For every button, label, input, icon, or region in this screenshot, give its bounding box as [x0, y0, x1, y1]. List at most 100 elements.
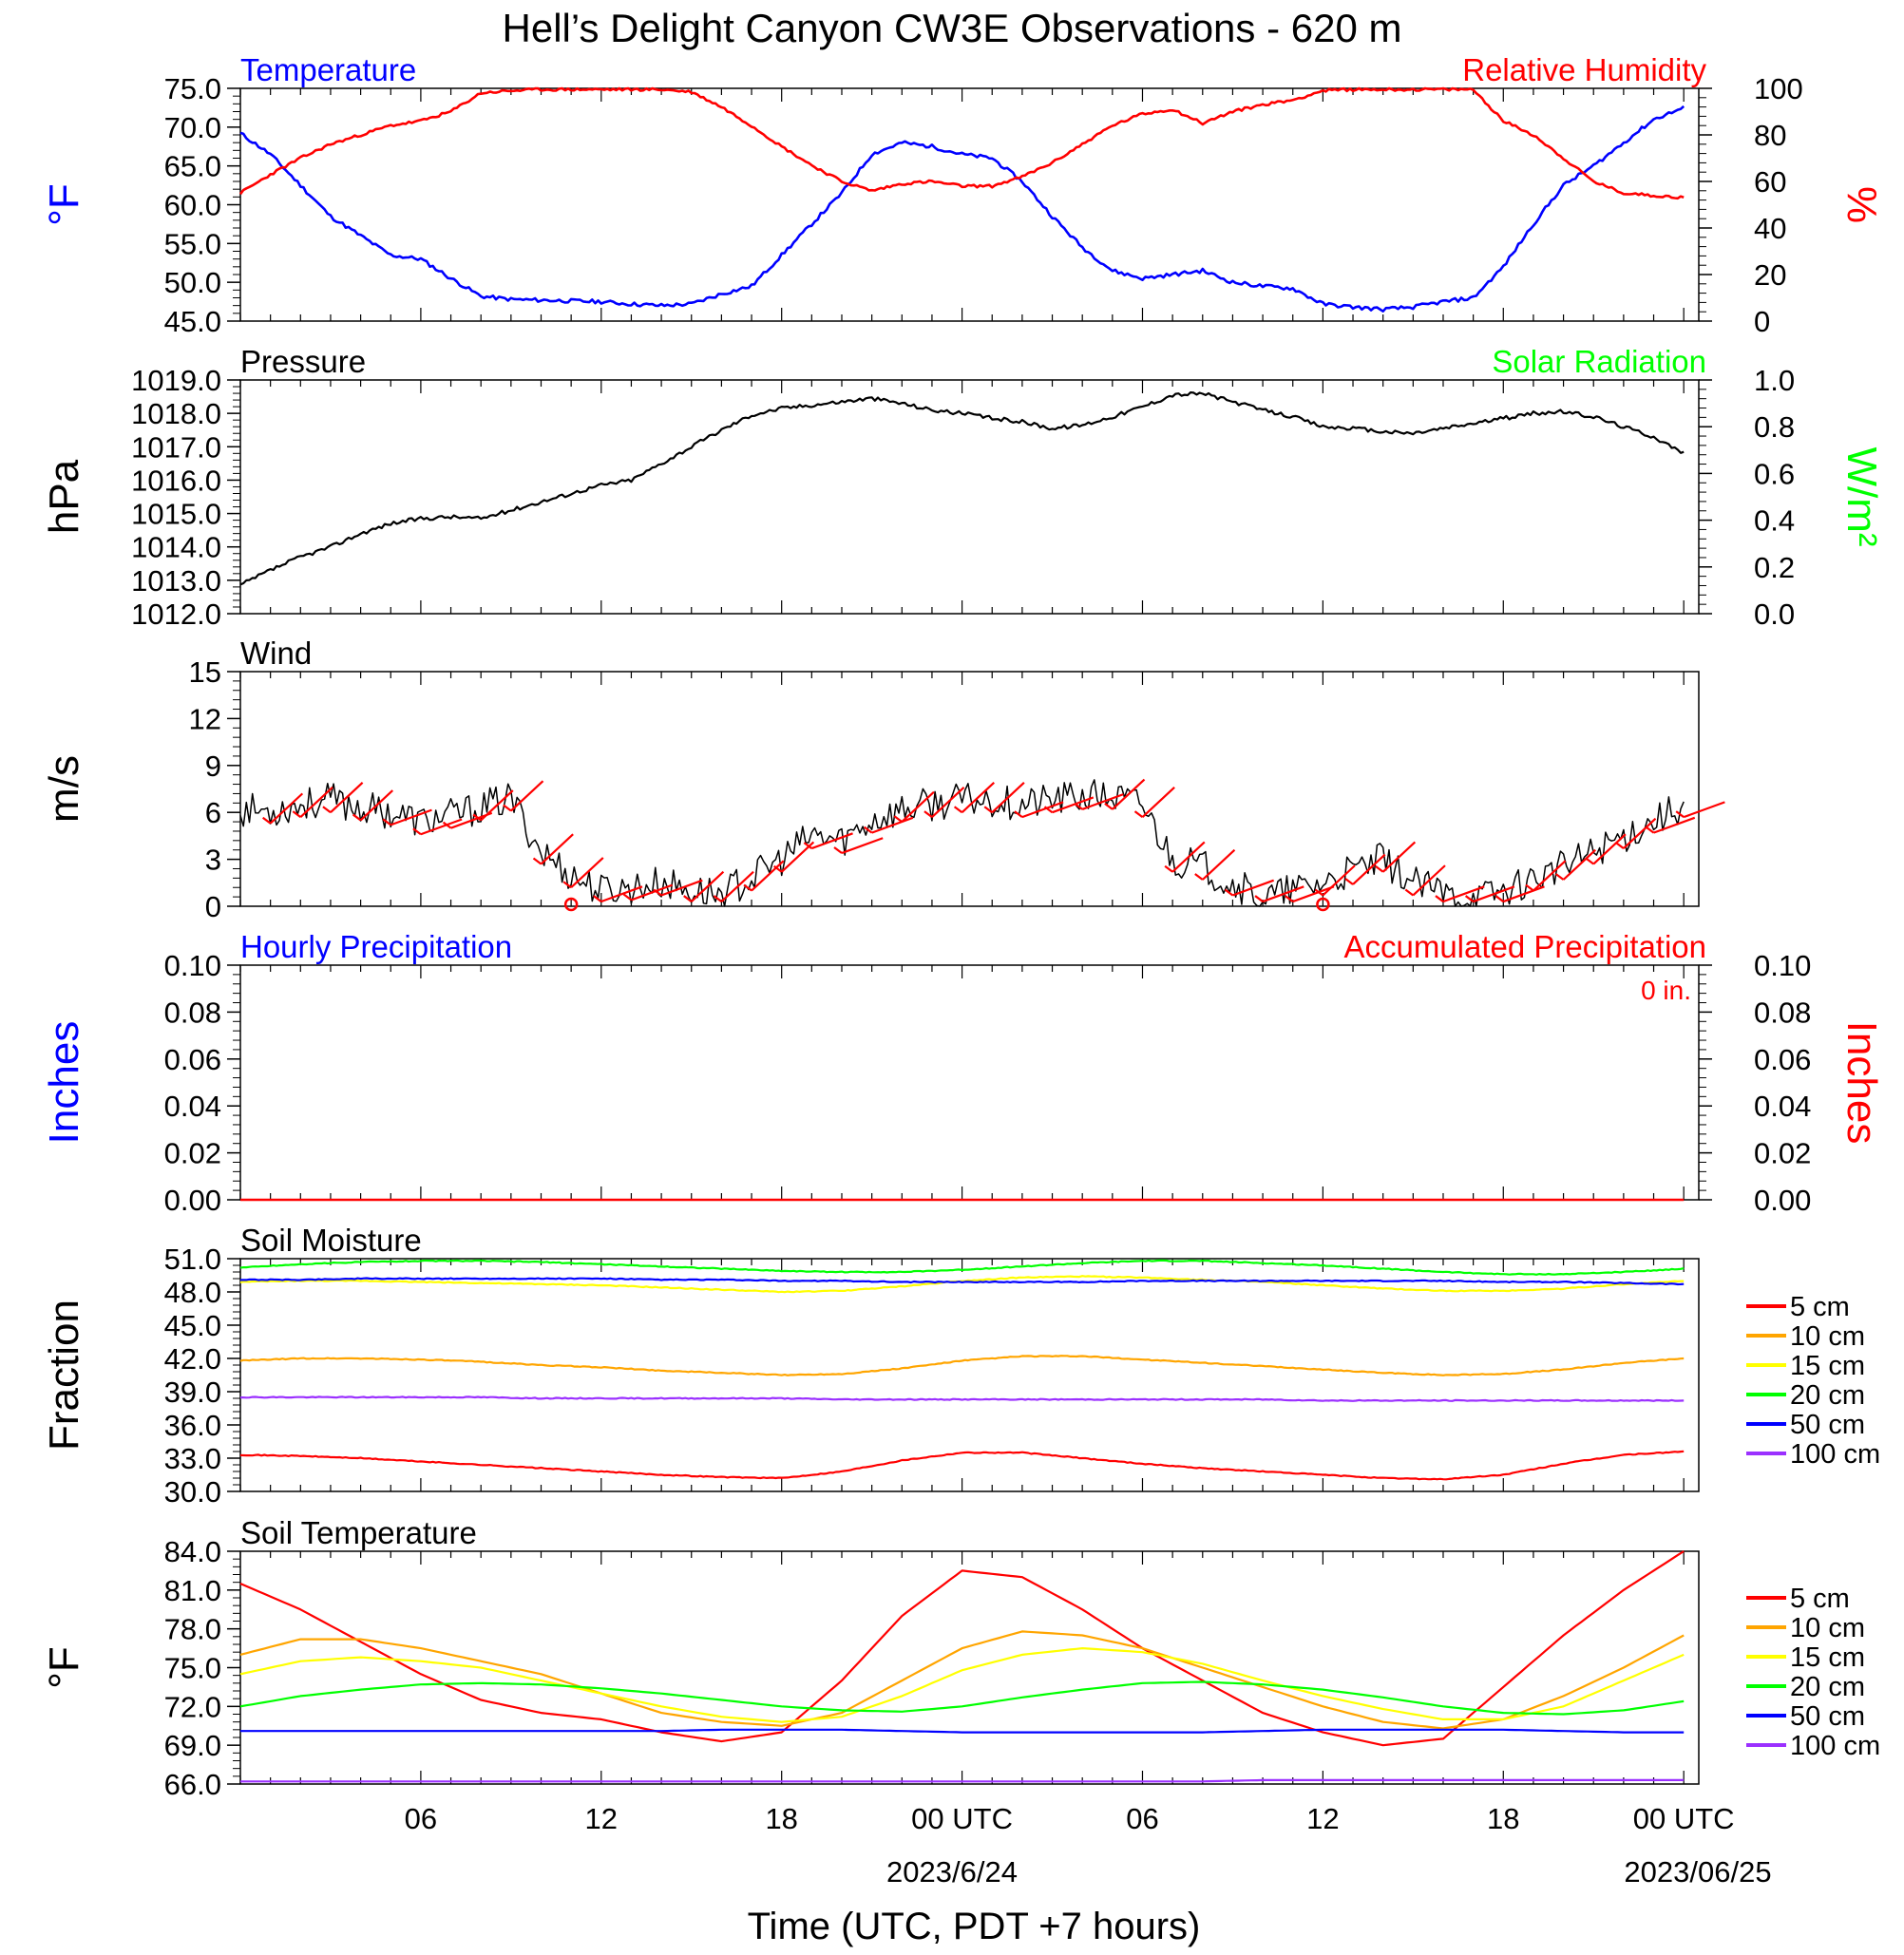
panel-title-left: Pressure [240, 344, 366, 379]
wind-barb-feather [953, 806, 963, 814]
y-tick-label-right: 0.8 [1754, 410, 1795, 444]
y-tick-label-right: 0.2 [1754, 551, 1795, 584]
y-tick-label-right: 0.04 [1754, 1090, 1811, 1123]
wind-barb [931, 786, 965, 818]
wind-barb [359, 789, 394, 822]
panel-title-left: Hourly Precipitation [240, 929, 512, 964]
y-tick-label-left: 66.0 [164, 1768, 221, 1801]
depth-line-50cm [240, 1728, 1685, 1734]
y-tick-label-left: 1019.0 [131, 364, 221, 397]
depth-line-100cm [240, 1778, 1685, 1783]
panels: Temperature Relative Humidity 75.0 70.0 65.0… [41, 52, 1885, 1801]
legend-label: 20 cm [1790, 1672, 1865, 1702]
wind-barb-feather [1314, 888, 1324, 897]
y-tick-label-right: 0.6 [1754, 457, 1795, 490]
depth-line-5cm [239, 1450, 1685, 1481]
wind-barb [631, 883, 674, 902]
wind-barb [1112, 778, 1146, 810]
y-tick-label-right: 40 [1754, 212, 1786, 245]
y-tick-label-left: 0.00 [164, 1184, 221, 1217]
y-tick-label-right: 0.10 [1754, 949, 1811, 982]
panel-title-right: Relative Humidity [1462, 52, 1706, 87]
wind-barb-feather [1074, 803, 1083, 810]
y-tick-label-left: 0.08 [164, 996, 221, 1029]
wind-barb-feather [292, 810, 301, 819]
y-tick-label-left: 1016.0 [131, 464, 221, 497]
wind-barb [1683, 801, 1725, 819]
legend-label: 5 cm [1790, 1584, 1850, 1614]
y-tick-label-left: 6 [205, 796, 221, 829]
wind-barb-feather [1224, 888, 1234, 897]
legend-label: 10 cm [1790, 1613, 1865, 1643]
wind-barb [570, 857, 604, 889]
calm-wind-marker [563, 897, 579, 912]
wind-barb-feather [412, 827, 422, 836]
y-tick-label-left: 3 [205, 844, 221, 877]
wind-barb-feather [1133, 810, 1144, 819]
wind-barb [1021, 801, 1064, 819]
y-tick-label-left: 1013.0 [131, 564, 221, 598]
panel-frame-2 [239, 671, 1700, 907]
accumulated-precip-value: 0 in. [1641, 976, 1691, 1005]
y-tick-label-left: 69.0 [164, 1729, 221, 1762]
y-tick-label-left: 84.0 [164, 1535, 221, 1568]
y-tick-label-left: 48.0 [164, 1276, 221, 1309]
legend-label: 5 cm [1790, 1292, 1850, 1322]
wind-barb [1412, 864, 1446, 897]
x-tick-label: 12 [585, 1802, 618, 1835]
wind-barb-feather [382, 818, 391, 826]
y-tick-label-left: 36.0 [164, 1409, 221, 1442]
depth-line-20cm [239, 1680, 1685, 1716]
wind-barb-feather [653, 888, 662, 897]
depth-line-10cm [239, 1355, 1685, 1376]
wind-barb-feather [863, 826, 873, 834]
y-tick-label-left: 12 [189, 702, 221, 735]
wind-barb-feather [1404, 888, 1414, 897]
wind-barb-feather [1254, 895, 1264, 902]
wind-barb-feather [1435, 895, 1444, 902]
wind-barb-feather [562, 881, 572, 889]
wind-barb [690, 870, 725, 902]
y-tick-label-left: 0.02 [164, 1137, 221, 1170]
wind-barb [1322, 864, 1356, 897]
wind-barb [841, 837, 884, 855]
wind-barb-feather [1194, 873, 1204, 881]
panel-title-right: Accumulated Precipitation [1343, 929, 1706, 964]
wind-barb [961, 782, 995, 814]
depth-line-15cm [239, 1275, 1685, 1294]
legend-label: 50 cm [1790, 1701, 1865, 1732]
y-tick-label-left: 75.0 [164, 1652, 221, 1685]
wind-barb [660, 879, 703, 897]
y-tick-label-left: 42.0 [164, 1342, 221, 1376]
wind-barb-feather [1164, 864, 1173, 873]
y-tick-label-right: 1.0 [1754, 364, 1795, 397]
wind-barb-feather [1014, 810, 1023, 819]
y-axis-label-right: W/m² [1838, 446, 1885, 546]
wind-barb-feather [683, 895, 693, 902]
x-tick-label: 00 UTC [911, 1802, 1013, 1835]
wind-barb [1502, 885, 1545, 903]
wind-barb [1202, 848, 1236, 881]
y-tick-label-right: 20 [1754, 258, 1786, 292]
wind-barb-feather [1285, 895, 1294, 902]
wind-barb [480, 789, 514, 822]
wind-barb [390, 808, 432, 826]
y-axis-label-left: m/s [41, 755, 87, 823]
legend-label: 20 cm [1790, 1380, 1865, 1411]
y-tick-label-left: 30.0 [164, 1475, 221, 1509]
wind-barb [1052, 796, 1095, 814]
wind-barb [1081, 793, 1124, 810]
y-tick-label-left: 45.0 [164, 1309, 221, 1342]
wind-barb [330, 782, 364, 814]
y-tick-label-left: 1018.0 [131, 397, 221, 430]
wind-barb [299, 786, 333, 818]
wind-barb-feather [983, 806, 993, 814]
y-tick-label-right: 0.02 [1754, 1137, 1811, 1170]
x-tick-label: 18 [765, 1802, 797, 1835]
y-tick-label-left: 0.04 [164, 1090, 221, 1123]
x-tick-label: 12 [1306, 1802, 1339, 1835]
wind-barb [1473, 885, 1515, 903]
wind-barb [540, 833, 574, 865]
wind-barb-feather [472, 813, 482, 822]
